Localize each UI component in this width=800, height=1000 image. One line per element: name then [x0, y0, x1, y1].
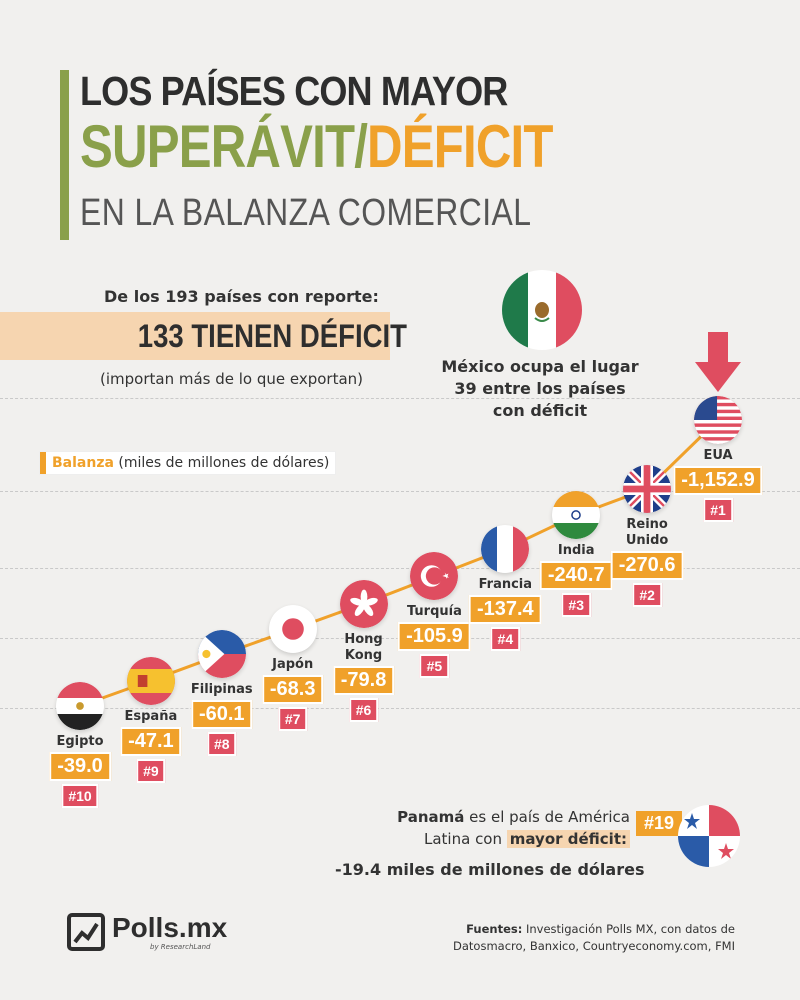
value-label: -47.1	[120, 726, 182, 756]
value-label: -1,152.9	[673, 466, 763, 495]
country-label-line: Kong	[344, 647, 383, 663]
panama-flag-icon	[678, 805, 740, 867]
gridline	[0, 491, 800, 492]
panama-value: -19.4 miles de millones de dólares	[335, 860, 645, 879]
value-label: -39.0	[49, 752, 111, 781]
report-note: (importan más de lo que exportan)	[100, 370, 364, 388]
polls-logo-icon	[67, 913, 105, 951]
country-label: Egipto	[56, 734, 103, 750]
panama-name: Panamá	[397, 808, 465, 826]
rank-badge: #9	[136, 758, 166, 783]
mexico-note-line2: 39 entre los países	[454, 379, 626, 398]
gridline	[0, 398, 800, 399]
value-label: -68.3	[261, 675, 324, 705]
country-label-line: Francia	[478, 576, 533, 592]
sources-line1: Fuentes: Investigación Polls MX, con dat…	[410, 921, 735, 938]
title-superavit: SUPERÁVIT	[80, 113, 355, 180]
arrow-down-icon	[695, 332, 741, 392]
report-highlight-band	[0, 312, 390, 360]
mexico-note: México ocupa el lugar 39 entre los paíse…	[420, 356, 660, 422]
value-label: -137.4	[468, 594, 542, 624]
country-label-line: Turquía	[406, 604, 462, 620]
value-label: -79.8	[332, 665, 395, 695]
title-accent-bar	[60, 70, 69, 240]
legend-bold: Balanza	[52, 455, 114, 471]
brand-logo-sub: by ResearchLand	[150, 943, 211, 951]
egypt-flag-icon	[56, 682, 104, 730]
hong-kong-flag-icon	[339, 579, 388, 628]
country-label-line: Filipinas	[190, 682, 253, 698]
report-deficit-count: 133 TIENEN DÉFICIT	[137, 318, 407, 354]
panama-line1-rest: es el país de América	[464, 808, 630, 826]
country-label: Francia	[479, 577, 532, 593]
gridline	[0, 708, 800, 709]
value-label: -240.7	[539, 561, 613, 591]
sources-label: Fuentes:	[466, 922, 523, 936]
country-label: Turquía	[407, 604, 462, 620]
mexico-flag-icon	[502, 270, 582, 350]
country-label: Reino Unido	[626, 517, 669, 549]
country-label-line: Unido	[625, 533, 669, 548]
sources: Fuentes: Investigación Polls MX, con dat…	[410, 921, 735, 955]
country-label-line: Japón	[272, 657, 314, 673]
country-label: España	[125, 709, 178, 725]
mexico-note-line1: México ocupa el lugar	[441, 357, 639, 376]
country-label-line: Reino	[626, 517, 668, 532]
france-flag-icon	[481, 524, 530, 573]
title-line2: SUPERÁVIT/DÉFICIT	[80, 112, 553, 181]
uk-flag-icon	[623, 465, 672, 513]
country-label: Japón	[272, 657, 313, 673]
rank-badge: #10	[61, 784, 99, 808]
brand-logo-text: Polls.mx	[112, 912, 228, 943]
value-label: -60.1	[190, 700, 253, 730]
country-label: Hong Kong	[344, 632, 382, 664]
spain-flag-icon	[126, 656, 175, 705]
turkey-flag-icon	[410, 552, 459, 601]
country-label-line: EUA	[703, 448, 733, 463]
gridline	[0, 568, 800, 569]
title-line1: LOS PAÍSES CON MAYOR	[80, 68, 508, 114]
rank-badge: #3	[561, 593, 592, 618]
report-intro: De los 193 países con reporte:	[104, 287, 379, 306]
usa-flag-icon	[694, 396, 742, 444]
panama-highlight: mayor déficit:	[506, 830, 630, 848]
rank-badge: #4	[490, 626, 521, 651]
country-label-line: Egipto	[56, 734, 104, 749]
sources-text1: Investigación Polls MX, con datos de	[522, 922, 735, 936]
rank-badge: #5	[419, 654, 450, 679]
title-deficit: DÉFICIT	[367, 113, 553, 180]
rank-badge: #8	[206, 732, 237, 757]
rank-badge: #7	[277, 707, 308, 732]
title-line3: EN LA BALANZA COMERCIAL	[80, 192, 532, 234]
panama-note: Panamá es el país de América Latina con …	[330, 806, 630, 850]
panama-note-line1: Panamá es el país de América	[330, 806, 630, 828]
country-label-line: India	[557, 543, 595, 559]
sources-line2: Datosmacro, Banxico, Countryeconomy.com,…	[453, 939, 735, 953]
value-label: -270.6	[610, 551, 684, 580]
rank-badge: #1	[703, 498, 733, 522]
rank-badge: #6	[348, 697, 379, 722]
trend-polyline	[79, 418, 720, 708]
title-separator: /	[354, 113, 368, 180]
rank-badge: #2	[632, 583, 662, 607]
country-label-line: España	[124, 708, 178, 724]
panama-note-line2: Latina con mayor déficit:	[330, 828, 630, 850]
panama-line2-pre: Latina con	[424, 830, 507, 848]
mexico-note-line3: con déficit	[492, 401, 588, 420]
panama-rank-badge: #19	[636, 811, 683, 836]
india-flag-icon	[552, 491, 601, 540]
country-label-line: Hong	[344, 631, 383, 647]
chart-legend: Balanza (miles de millones de dólares)	[40, 452, 336, 474]
country-label: India	[558, 543, 595, 559]
value-label: -105.9	[398, 622, 471, 652]
japan-flag-icon	[268, 605, 317, 654]
country-label: Filipinas	[191, 682, 253, 698]
legend-unit: (miles de millones de dólares)	[113, 455, 330, 471]
philippines-flag-icon	[197, 630, 246, 679]
country-label: EUA	[703, 448, 732, 464]
